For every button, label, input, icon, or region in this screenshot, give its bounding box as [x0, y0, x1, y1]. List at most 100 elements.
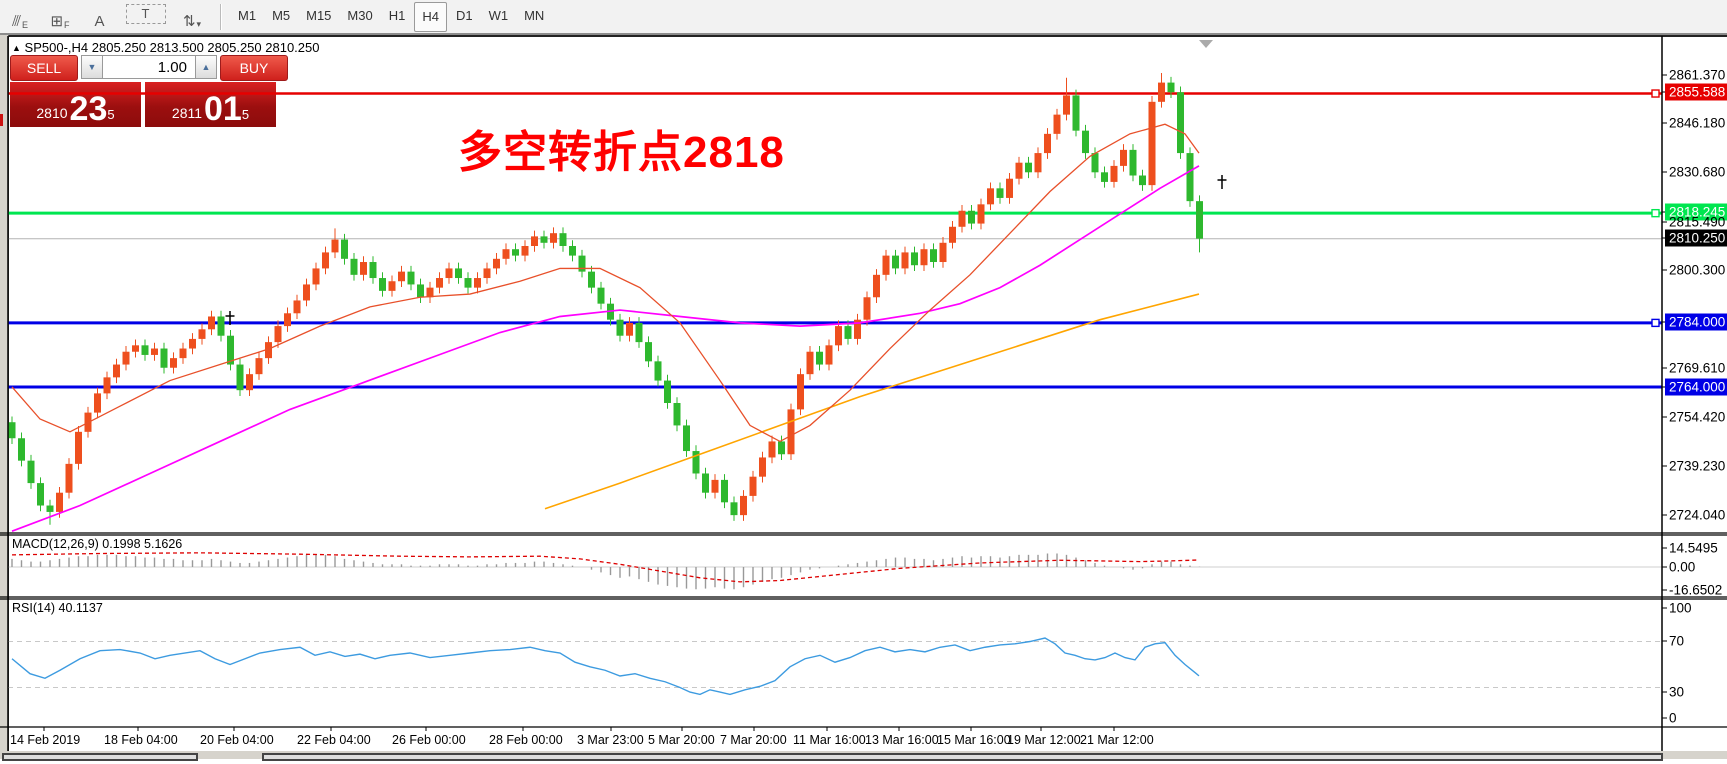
timeframe-button-m1[interactable]: M1 — [238, 8, 257, 23]
candle-down[interactable] — [588, 271, 595, 288]
candle-up[interactable] — [170, 358, 177, 368]
candle-up[interactable] — [246, 374, 253, 391]
candle-down[interactable] — [227, 335, 234, 365]
candle-down[interactable] — [721, 479, 728, 503]
candle-up[interactable] — [987, 188, 994, 205]
candle-up[interactable] — [711, 479, 719, 493]
candle-up[interactable] — [312, 268, 320, 285]
minimized-window-1[interactable] — [2, 753, 198, 761]
candle-down[interactable] — [730, 502, 738, 516]
candle-down[interactable] — [8, 422, 16, 439]
candle-up[interactable] — [749, 476, 757, 496]
candle-up[interactable] — [331, 239, 339, 253]
candle-up[interactable] — [1110, 165, 1118, 182]
candle-up[interactable] — [1158, 82, 1165, 102]
candle-up[interactable] — [901, 252, 909, 269]
candle-down[interactable] — [1025, 162, 1032, 173]
candle-up[interactable] — [863, 297, 871, 320]
hline-endpoint-marker[interactable] — [1651, 208, 1660, 218]
candle-up[interactable] — [759, 457, 766, 477]
candle-down[interactable] — [844, 326, 852, 339]
candle-down[interactable] — [816, 351, 823, 365]
candle-down[interactable] — [654, 361, 662, 381]
candle-down[interactable] — [1129, 149, 1137, 176]
candle-up[interactable] — [398, 271, 405, 282]
candle-up[interactable] — [1120, 149, 1127, 166]
candle-up[interactable] — [825, 345, 833, 365]
candle-up[interactable] — [208, 316, 215, 330]
candle-up[interactable] — [293, 300, 301, 314]
timeframe-button-h4[interactable]: H4 — [414, 1, 447, 32]
candle-down[interactable] — [996, 188, 1004, 198]
candle-up[interactable] — [521, 245, 529, 256]
candle-down[interactable] — [1167, 82, 1175, 93]
channels-tool-icon[interactable]: ⫻ E — [12, 12, 28, 30]
sell-button[interactable]: SELL — [10, 55, 78, 81]
candle-up[interactable] — [797, 374, 804, 410]
candle-up[interactable] — [550, 233, 557, 243]
candle-up[interactable] — [103, 377, 111, 394]
candle-up[interactable] — [626, 322, 633, 336]
candle-down[interactable] — [683, 425, 690, 452]
candle-down[interactable] — [1139, 175, 1146, 186]
candle-up[interactable] — [1006, 178, 1013, 198]
candle-up[interactable] — [740, 495, 747, 516]
candle-down[interactable] — [540, 236, 548, 243]
candle-up[interactable] — [787, 409, 795, 455]
candle-up[interactable] — [284, 313, 291, 327]
candle-down[interactable] — [968, 210, 975, 224]
candle-up[interactable] — [255, 358, 263, 375]
buy-button[interactable]: BUY — [220, 55, 288, 81]
candle-down[interactable] — [1177, 92, 1184, 154]
candle-down[interactable] — [892, 255, 899, 269]
candle-down[interactable] — [778, 441, 785, 455]
candle-up[interactable] — [949, 226, 956, 243]
text-tool-icon[interactable]: A — [94, 12, 105, 30]
timeframe-button-mn[interactable]: MN — [524, 8, 545, 23]
candle-up[interactable] — [122, 351, 130, 365]
candle-down[interactable] — [616, 319, 624, 336]
candle-up[interactable] — [189, 338, 196, 349]
candle-down[interactable] — [37, 483, 44, 506]
volume-decrease-button[interactable]: ▼ — [81, 55, 103, 79]
candle-down[interactable] — [464, 278, 472, 288]
candle-up[interactable] — [1015, 162, 1023, 179]
candle-down[interactable] — [645, 342, 652, 362]
buy-price-tile[interactable]: 2811 01 5 — [145, 82, 276, 127]
candle-down[interactable] — [341, 239, 348, 259]
candle-down[interactable] — [46, 505, 54, 512]
candle-up[interactable] — [493, 258, 500, 269]
candle-up[interactable] — [1044, 133, 1051, 154]
candle-up[interactable] — [322, 252, 329, 269]
candle-up[interactable] — [198, 329, 206, 339]
timeframe-button-m30[interactable]: M30 — [347, 8, 373, 23]
candle-down[interactable] — [702, 473, 709, 493]
timeframe-button-d1[interactable]: D1 — [455, 8, 473, 23]
sell-price-tile[interactable]: 2810 23 5 — [10, 82, 141, 127]
minimized-window-2[interactable] — [262, 753, 1663, 761]
candle-down[interactable] — [559, 233, 567, 246]
candle-up[interactable] — [274, 326, 282, 343]
candle-up[interactable] — [1034, 153, 1042, 173]
candle-down[interactable] — [512, 249, 519, 256]
candle-up[interactable] — [1063, 95, 1070, 115]
volume-increase-button[interactable]: ▲ — [195, 55, 217, 79]
candle-up[interactable] — [483, 268, 491, 279]
candle-up[interactable] — [939, 242, 947, 263]
candle-down[interactable] — [18, 438, 25, 461]
candle-down[interactable] — [141, 345, 149, 355]
candle-down[interactable] — [1196, 201, 1203, 239]
candle-up[interactable] — [56, 492, 63, 512]
candle-up[interactable] — [113, 364, 120, 378]
candle-down[interactable] — [160, 348, 168, 368]
candle-down[interactable] — [455, 268, 462, 279]
candle-down[interactable] — [664, 380, 671, 403]
candle-up[interactable] — [502, 249, 510, 259]
candle-down[interactable] — [569, 245, 576, 256]
candle-up[interactable] — [265, 342, 272, 359]
timeframe-button-m15[interactable]: M15 — [306, 8, 332, 23]
candle-up[interactable] — [873, 274, 880, 298]
candle-down[interactable] — [369, 262, 377, 279]
candle-up[interactable] — [474, 278, 481, 288]
candle-down[interactable] — [1091, 153, 1099, 173]
